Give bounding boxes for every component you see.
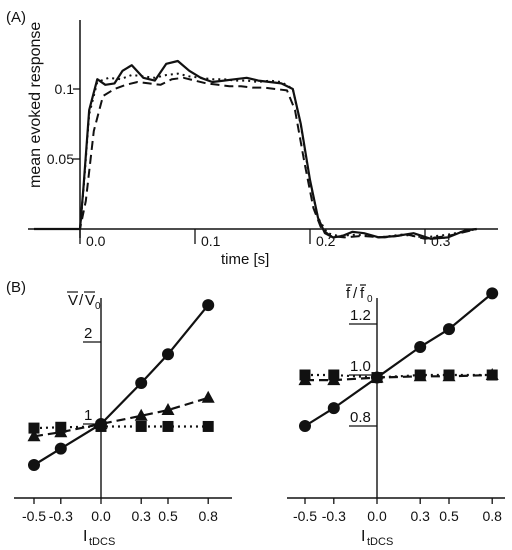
y-tick-label: 0.1 xyxy=(55,81,75,97)
x-tick-label: 0.8 xyxy=(482,508,502,524)
marker-square xyxy=(414,369,426,381)
x-tick-label: 0.0 xyxy=(86,233,106,249)
y-tick-label: 1 xyxy=(84,407,92,424)
marker-circle xyxy=(54,442,67,455)
panel-b-left-xlabel: I tDCS xyxy=(83,528,115,548)
marker-square xyxy=(162,420,174,432)
marker-circle xyxy=(135,377,148,389)
panel-b-left-plot: -0.5 -0.3 0.0 0.3 0.5 0.8 1 2 xyxy=(14,298,232,524)
marker-circle xyxy=(414,340,427,353)
panel-b-right-xlabel: I tDCS xyxy=(361,528,393,548)
x-tick-label: 0.5 xyxy=(439,508,459,524)
x-tick-label: -0.3 xyxy=(322,508,346,524)
series-line-dashed xyxy=(34,76,477,240)
marker-square xyxy=(202,420,214,432)
ylabel-v-main-1: V xyxy=(68,292,78,309)
x-tick-label: -0.5 xyxy=(293,508,317,524)
xlabel-i-sub-left: tDCS xyxy=(89,536,115,548)
ylabel-f-sub: 0 xyxy=(367,294,373,305)
marker-circle xyxy=(202,299,215,312)
ylabel-f-main-2: f xyxy=(360,285,365,302)
x-tick-label: -0.3 xyxy=(49,508,73,524)
marker-square xyxy=(486,369,498,381)
marker-circle xyxy=(443,323,455,336)
x-tick-label: -0.5 xyxy=(22,508,46,524)
marker-triangle xyxy=(161,403,175,416)
x-tick-label: 0.3 xyxy=(431,233,451,249)
marker-square xyxy=(328,369,340,381)
marker-square xyxy=(443,369,455,381)
x-tick-label: 0.0 xyxy=(91,508,111,524)
marker-square xyxy=(95,420,107,432)
svg-text:/: / xyxy=(79,292,84,309)
panel-b-right-plot: -0.5 -0.3 0.0 0.3 0.5 0.8 0.8 1.0 1.2 xyxy=(287,287,505,524)
y-tick-label: 0.05 xyxy=(47,151,74,167)
x-tick-label: 0.3 xyxy=(131,508,151,524)
marker-circle xyxy=(28,459,40,471)
x-tick-label: 0.8 xyxy=(198,508,218,524)
ylabel-v-sub: 0 xyxy=(95,301,101,312)
series-line-solid xyxy=(34,59,477,240)
ylabel-v-main-2: V xyxy=(85,292,95,309)
svg-text:/: / xyxy=(353,285,358,302)
x-tick-label: 0.2 xyxy=(316,233,336,249)
xlabel-i-main-left: I xyxy=(83,528,87,545)
xlabel-i-main-right: I xyxy=(361,528,365,545)
panel-a-ylabel: mean evoked response xyxy=(27,22,44,188)
marker-triangle xyxy=(134,408,148,421)
y-tick-label: 1.2 xyxy=(350,307,371,324)
marker-triangle xyxy=(27,429,41,442)
marker-square xyxy=(28,422,40,434)
panel-b-right-ylabel: f / f 0 xyxy=(346,284,373,305)
series-line-dotted xyxy=(34,72,477,239)
marker-circle xyxy=(299,420,311,432)
series-line-solid xyxy=(33,304,210,466)
marker-circle xyxy=(486,287,499,300)
marker-circle xyxy=(162,348,174,361)
xlabel-i-sub-right: tDCS xyxy=(367,536,393,548)
series-line-dashed xyxy=(33,396,209,438)
marker-square xyxy=(135,420,147,432)
marker-square xyxy=(55,421,67,433)
marker-square xyxy=(299,369,311,381)
marker-circle xyxy=(327,402,340,415)
ylabel-f-main-1: f xyxy=(346,285,351,302)
x-tick-label: 0.5 xyxy=(158,508,178,524)
marker-square xyxy=(371,372,383,384)
y-tick-label: 0.8 xyxy=(350,409,371,426)
x-tick-label: 0.1 xyxy=(201,233,221,249)
panel-b-label: (B) xyxy=(6,279,26,296)
panel-b-left-ylabel: V / V 0 xyxy=(67,291,101,312)
panel-a-xlabel: time [s] xyxy=(221,251,269,268)
x-tick-label: 0.3 xyxy=(410,508,430,524)
marker-triangle xyxy=(201,390,215,403)
y-tick-label: 2 xyxy=(84,325,92,342)
panel-a-label: (A) xyxy=(6,9,26,26)
panel-a-plot: 0.05 0.1 0.0 0.1 0.2 0.3 xyxy=(28,20,498,249)
y-tick-label: 1.0 xyxy=(350,358,371,375)
x-tick-label: 0.0 xyxy=(367,508,387,524)
